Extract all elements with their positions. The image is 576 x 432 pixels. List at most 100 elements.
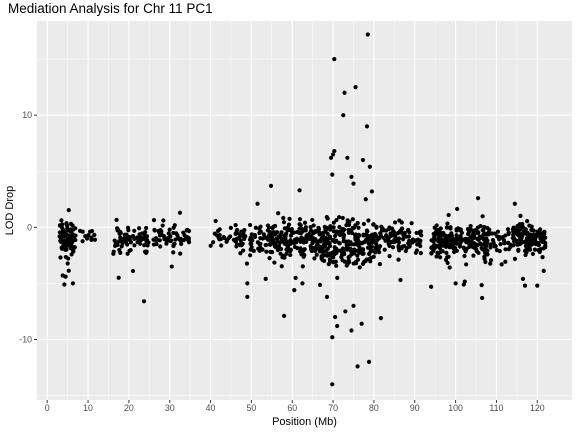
data-point (333, 314, 338, 320)
data-point (324, 294, 330, 299)
data-point (332, 148, 337, 154)
data-point (539, 238, 544, 243)
data-point (144, 249, 149, 254)
x-tick-label: 100 (448, 403, 463, 413)
data-point (308, 244, 313, 249)
data-point (488, 258, 494, 263)
data-point (330, 152, 336, 157)
data-point (217, 237, 222, 242)
data-point (125, 251, 130, 256)
data-point (330, 382, 335, 387)
data-point (334, 263, 339, 268)
data-point (350, 217, 355, 222)
data-point (393, 233, 398, 238)
data-point (92, 237, 98, 242)
data-point (432, 237, 437, 243)
data-point (528, 232, 533, 237)
data-point (529, 224, 534, 229)
data-point (475, 225, 480, 230)
data-point (330, 260, 336, 265)
data-point (258, 241, 263, 246)
data-point (365, 32, 370, 37)
data-point (506, 231, 511, 237)
data-point (355, 364, 360, 369)
data-point (346, 246, 351, 251)
data-point (288, 252, 293, 258)
y-tick-label: -10 (19, 334, 32, 344)
data-point (432, 232, 437, 238)
data-point (284, 231, 289, 236)
data-point (65, 261, 70, 266)
data-point (276, 211, 281, 216)
data-point (376, 235, 382, 240)
data-point (464, 262, 469, 267)
data-point (60, 231, 65, 236)
data-point (332, 251, 337, 257)
data-point (495, 234, 500, 239)
data-point (516, 228, 521, 234)
data-point (237, 232, 242, 237)
data-point (413, 250, 418, 255)
data-point (164, 239, 169, 244)
data-point (449, 233, 454, 238)
data-point (478, 241, 483, 246)
data-point (543, 245, 548, 250)
data-point (172, 223, 177, 228)
data-point (112, 238, 117, 243)
data-point (300, 264, 305, 269)
data-point (361, 233, 366, 238)
data-point (534, 232, 539, 237)
data-point (335, 323, 340, 329)
data-point (441, 230, 446, 236)
x-tick-label: 20 (124, 403, 134, 413)
data-point (512, 256, 518, 262)
data-point (281, 215, 286, 221)
data-point (522, 283, 528, 288)
data-point (298, 239, 303, 244)
x-tick-label: 120 (530, 403, 545, 413)
data-point (327, 235, 332, 240)
data-point (280, 237, 285, 242)
data-point (316, 225, 321, 230)
data-point (302, 220, 308, 225)
plot-panel (37, 21, 572, 400)
data-point (530, 251, 535, 257)
x-tick-label: 0 (45, 403, 50, 413)
data-point (395, 231, 401, 236)
data-point (70, 227, 76, 232)
data-point (541, 268, 546, 273)
data-point (540, 255, 545, 260)
data-point (219, 243, 224, 248)
data-point (317, 282, 323, 287)
data-point (297, 226, 302, 231)
data-point (359, 321, 364, 326)
y-tick-label: 0 (27, 222, 32, 232)
data-point (249, 232, 254, 237)
data-point (268, 234, 273, 239)
data-point (390, 245, 396, 250)
data-point (511, 232, 516, 238)
data-point (64, 232, 69, 237)
data-point (299, 235, 304, 240)
data-point (313, 237, 318, 242)
data-point (348, 229, 353, 234)
data-point (458, 228, 463, 233)
data-point (179, 241, 184, 246)
data-point (297, 188, 302, 193)
data-point (245, 294, 250, 299)
chart-title: Mediation Analysis for Chr 11 PC1 (8, 1, 213, 16)
data-point (434, 254, 439, 259)
data-point (353, 223, 358, 228)
data-point (374, 224, 379, 229)
data-point (434, 229, 439, 234)
data-point (358, 247, 363, 252)
data-point (524, 231, 529, 237)
data-point (328, 155, 334, 160)
data-point (529, 227, 534, 232)
data-point (388, 231, 393, 236)
data-point (515, 223, 520, 229)
data-point (435, 237, 441, 242)
data-point (322, 224, 327, 229)
data-point (130, 268, 136, 274)
data-point (505, 227, 511, 232)
